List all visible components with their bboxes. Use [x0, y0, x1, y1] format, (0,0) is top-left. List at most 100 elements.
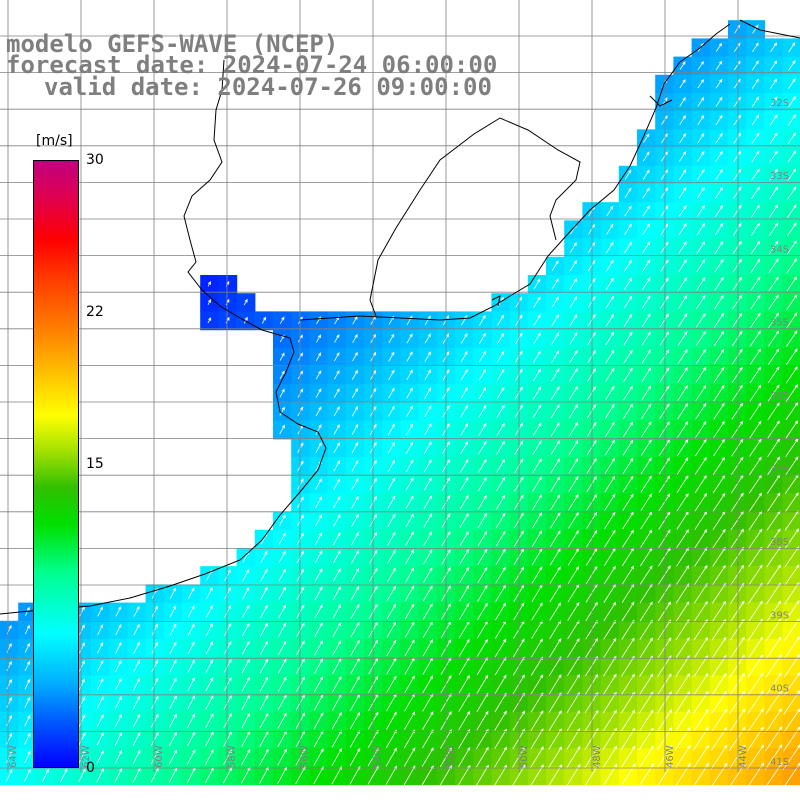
wind-arrow: [786, 276, 798, 292]
wind-arrow: [659, 385, 670, 401]
wind-arrow: [768, 330, 780, 347]
wind-cell: [218, 584, 238, 604]
latitude-label: 38S: [770, 537, 789, 548]
wind-cell: [473, 420, 492, 440]
wind-cell: [327, 566, 347, 585]
wind-cell: [236, 730, 256, 749]
wind-cell: [618, 438, 638, 458]
wind-cell: [673, 238, 693, 258]
wind-arrow: [150, 749, 159, 765]
wind-cell: [200, 711, 219, 731]
wind-cell: [0, 639, 19, 658]
wind-cell: [746, 602, 765, 622]
wind-arrow: [332, 550, 341, 564]
wind-cell: [327, 347, 347, 367]
wind-arrow: [602, 727, 618, 751]
wind-arrow: [728, 744, 746, 770]
wind-cell: [327, 457, 347, 476]
wind-cell: [618, 730, 638, 749]
wind-cell: [418, 475, 438, 494]
wind-cell: [637, 675, 656, 695]
wind-cell: [564, 438, 583, 458]
wind-arrow: [695, 421, 707, 438]
wind-arrow: [677, 403, 688, 420]
wind-arrow: [640, 529, 653, 548]
wind-arrow: [315, 496, 322, 509]
wind-cell: [637, 602, 656, 622]
wind-arrow: [423, 495, 432, 510]
wind-arrow: [676, 547, 690, 567]
wind-cell: [309, 602, 329, 622]
wind-arrow: [786, 222, 797, 237]
wind-cell: [345, 711, 365, 731]
wind-cell: [218, 748, 238, 767]
wind-arrow: [332, 640, 342, 656]
wind-cell: [182, 711, 201, 731]
wind-arrow: [259, 658, 269, 674]
wind-arrow: [550, 476, 561, 492]
wind-arrow: [678, 277, 687, 291]
wind-cell: [418, 675, 438, 695]
wind-cell: [764, 402, 784, 422]
wind-cell: [218, 620, 238, 640]
wind-cell: [709, 275, 729, 294]
wind-arrow: [695, 385, 707, 402]
wind-cell: [109, 620, 128, 640]
wind-cell: [291, 711, 310, 731]
wind-arrow: [97, 660, 104, 672]
wind-arrow: [350, 585, 360, 601]
wind-cell: [327, 657, 347, 676]
wind-arrow: [350, 675, 360, 693]
wind-arrow: [531, 548, 543, 566]
wind-cell: [0, 730, 19, 749]
wind-arrow: [6, 750, 13, 763]
wind-arrow: [732, 186, 742, 200]
wind-arrow: [621, 637, 635, 659]
wind-arrow: [496, 458, 505, 473]
wind-arrow: [694, 457, 707, 475]
wind-cell: [18, 693, 37, 713]
wind-cell: [527, 293, 547, 312]
wind-cell: [491, 620, 511, 640]
wind-cell: [746, 748, 765, 767]
wind-cell: [473, 311, 492, 331]
wind-cell: [618, 293, 638, 312]
wind-cell: [291, 420, 310, 440]
wind-arrow: [350, 621, 360, 638]
wind-arrow: [768, 258, 779, 273]
wind-cell: [145, 730, 165, 749]
wind-cell: [527, 402, 547, 422]
wind-arrow: [313, 676, 324, 693]
wind-arrow: [207, 298, 212, 305]
wind-cell: [764, 475, 784, 494]
wind-arrow: [404, 603, 415, 620]
wind-cell: [273, 511, 292, 531]
wind-cell: [491, 493, 511, 513]
wind-arrow: [642, 205, 650, 217]
wind-arrow: [659, 313, 670, 328]
wind-arrow: [387, 441, 395, 454]
wind-arrow: [279, 388, 285, 398]
wind-arrow: [622, 421, 634, 438]
wind-arrow: [751, 60, 759, 71]
wind-cell: [709, 384, 729, 403]
wind-cell: [400, 475, 420, 494]
wind-arrow: [187, 731, 196, 747]
wind-arrow: [496, 350, 505, 363]
wind-cell: [618, 256, 638, 276]
wind-cell: [691, 420, 711, 440]
wind-cell: [91, 657, 110, 676]
wind-cell: [764, 38, 784, 58]
wind-cell: [309, 639, 329, 658]
wind-arrow: [712, 528, 726, 549]
wind-cell: [418, 420, 438, 440]
wind-arrow: [733, 150, 742, 163]
wind-cell: [0, 766, 19, 786]
wind-cell: [473, 639, 492, 658]
wind-cell: [455, 457, 474, 476]
wind-arrow: [752, 42, 759, 53]
wind-cell: [691, 93, 711, 112]
wind-arrow: [657, 619, 672, 641]
wind-arrow: [620, 691, 635, 714]
wind-arrow: [386, 639, 397, 657]
